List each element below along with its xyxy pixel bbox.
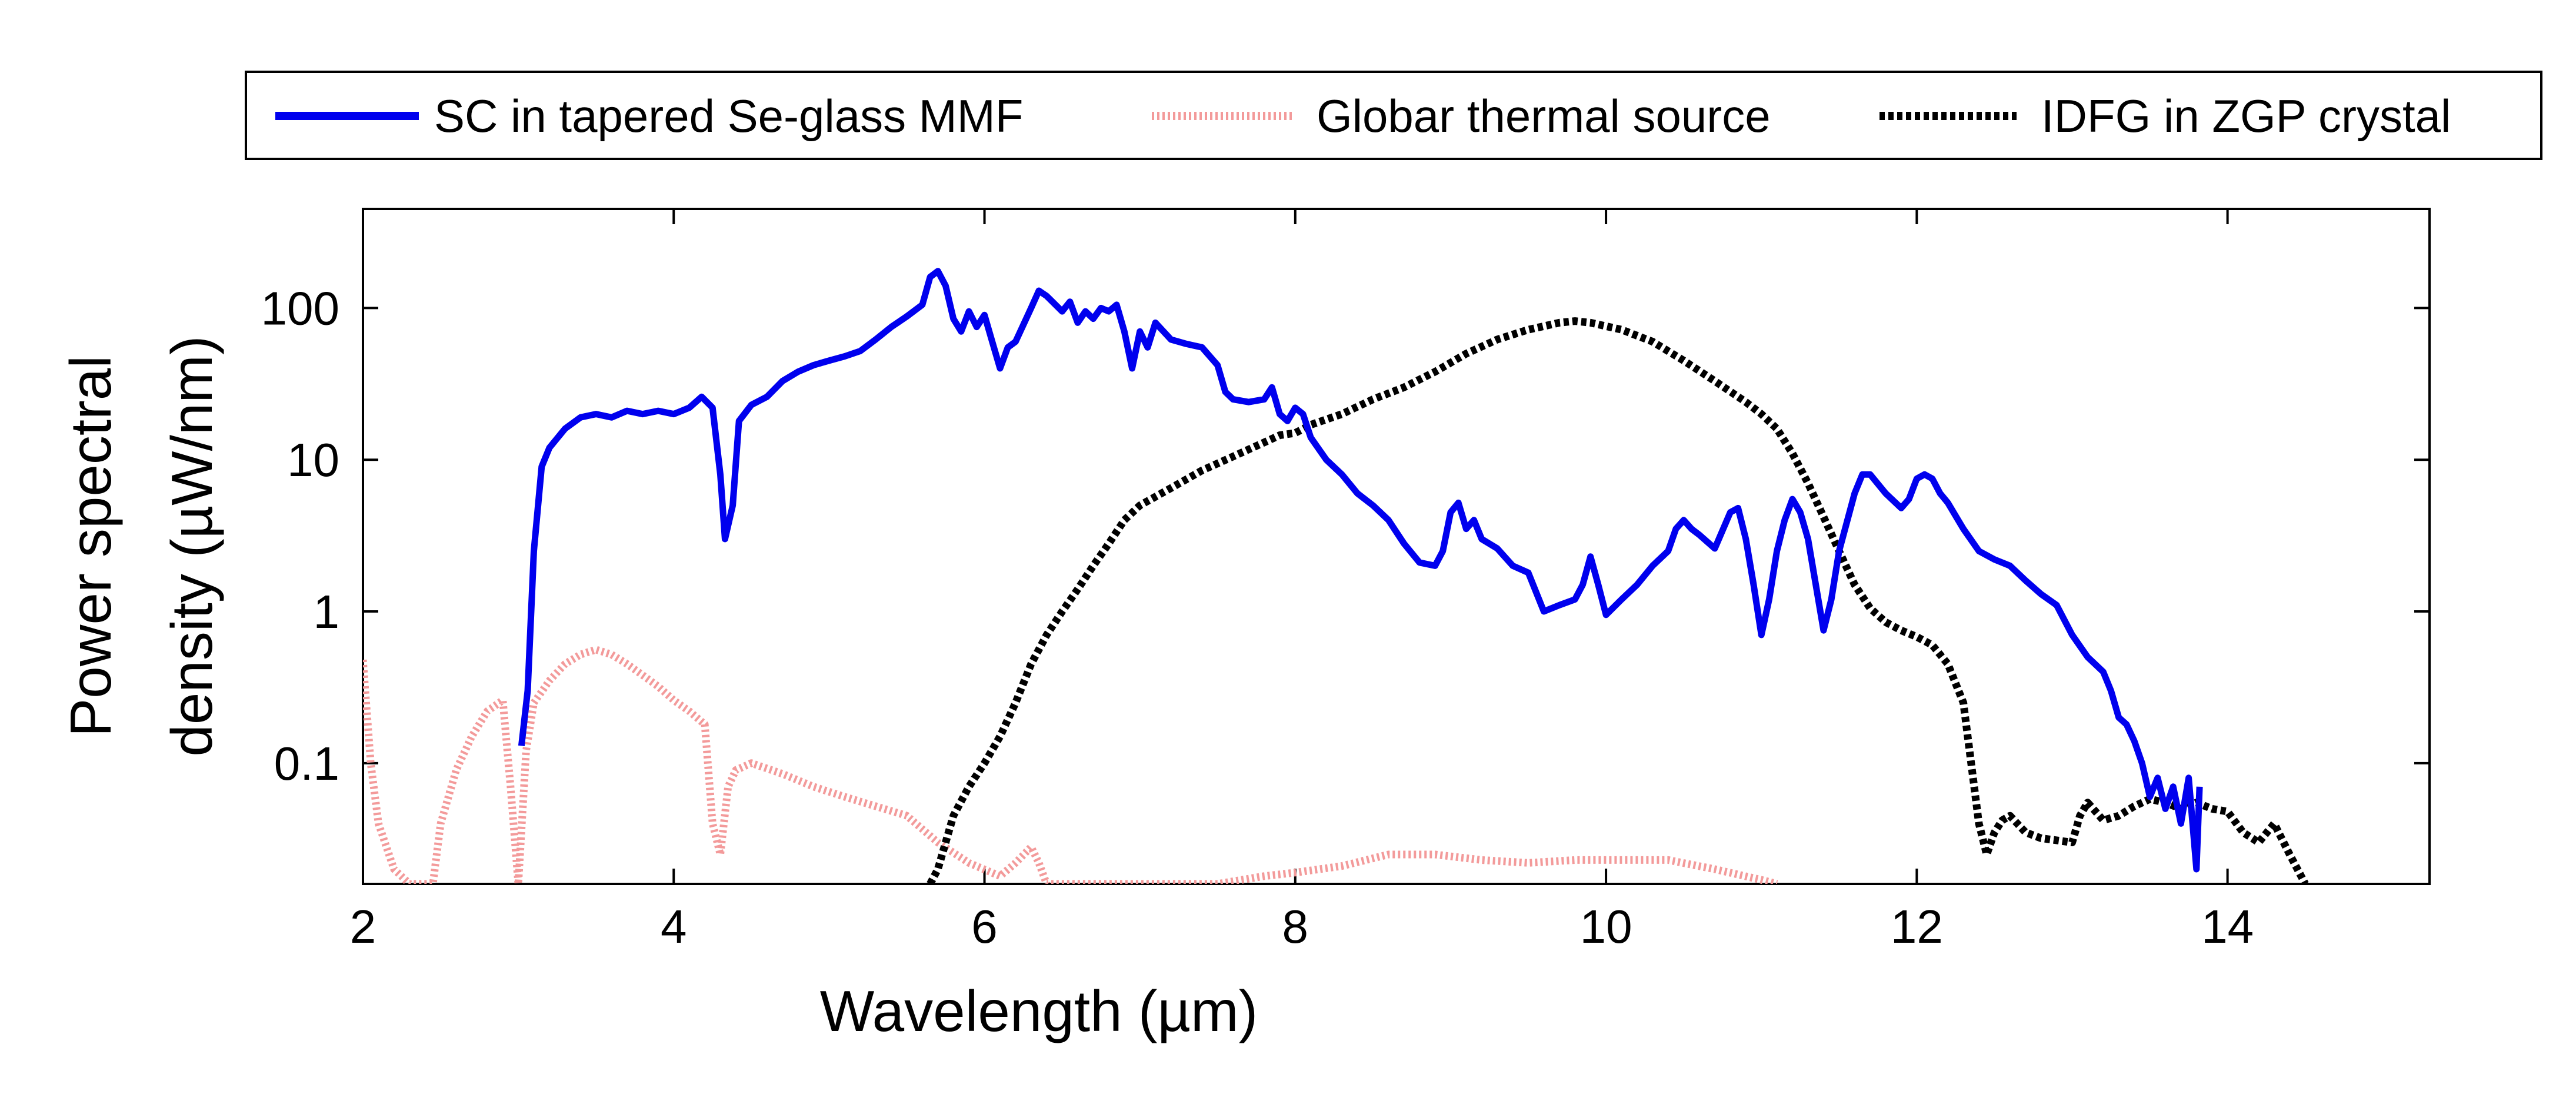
x-tick-label: 10 (1580, 900, 1632, 953)
legend: SC in tapered Se-glass MMF Globar therma… (245, 71, 2542, 160)
series-idfg-zgp-crystal (927, 317, 2309, 884)
data-series (363, 268, 2309, 884)
y-axis-label-line2: density (µW/nm) (159, 335, 224, 756)
legend-label-idfg: IDFG in ZGP crystal (2041, 90, 2451, 142)
legend-label-globar: Globar thermal source (1317, 90, 1771, 142)
x-axis-label: Wavelength (µm) (820, 979, 1258, 1043)
x-tick-label: 2 (350, 900, 376, 953)
legend-label-sc: SC in tapered Se-glass MMF (434, 90, 1023, 142)
x-tick-label: 14 (2201, 900, 2254, 953)
y-tick-label: 10 (287, 434, 339, 486)
y-tick-label: 0.1 (274, 737, 339, 790)
x-tick-label: 6 (971, 900, 998, 953)
x-tick-label: 4 (661, 900, 687, 953)
legend-box (245, 71, 2542, 160)
y-axis-label-line1: Power spectral (58, 355, 123, 737)
x-tick-label: 8 (1282, 900, 1309, 953)
plot-area (362, 208, 2431, 885)
y-tick-label: 1 (314, 586, 340, 638)
series-sc-tapered-se-glass-mmf (518, 268, 2203, 873)
x-tick-label: 12 (1891, 900, 1943, 953)
axis-ticks: 2 4 6 8 10 12 14 0.1 1 10 100 (261, 209, 2430, 953)
y-tick-label: 100 (261, 282, 339, 334)
series-globar-thermal-source (363, 646, 1778, 884)
